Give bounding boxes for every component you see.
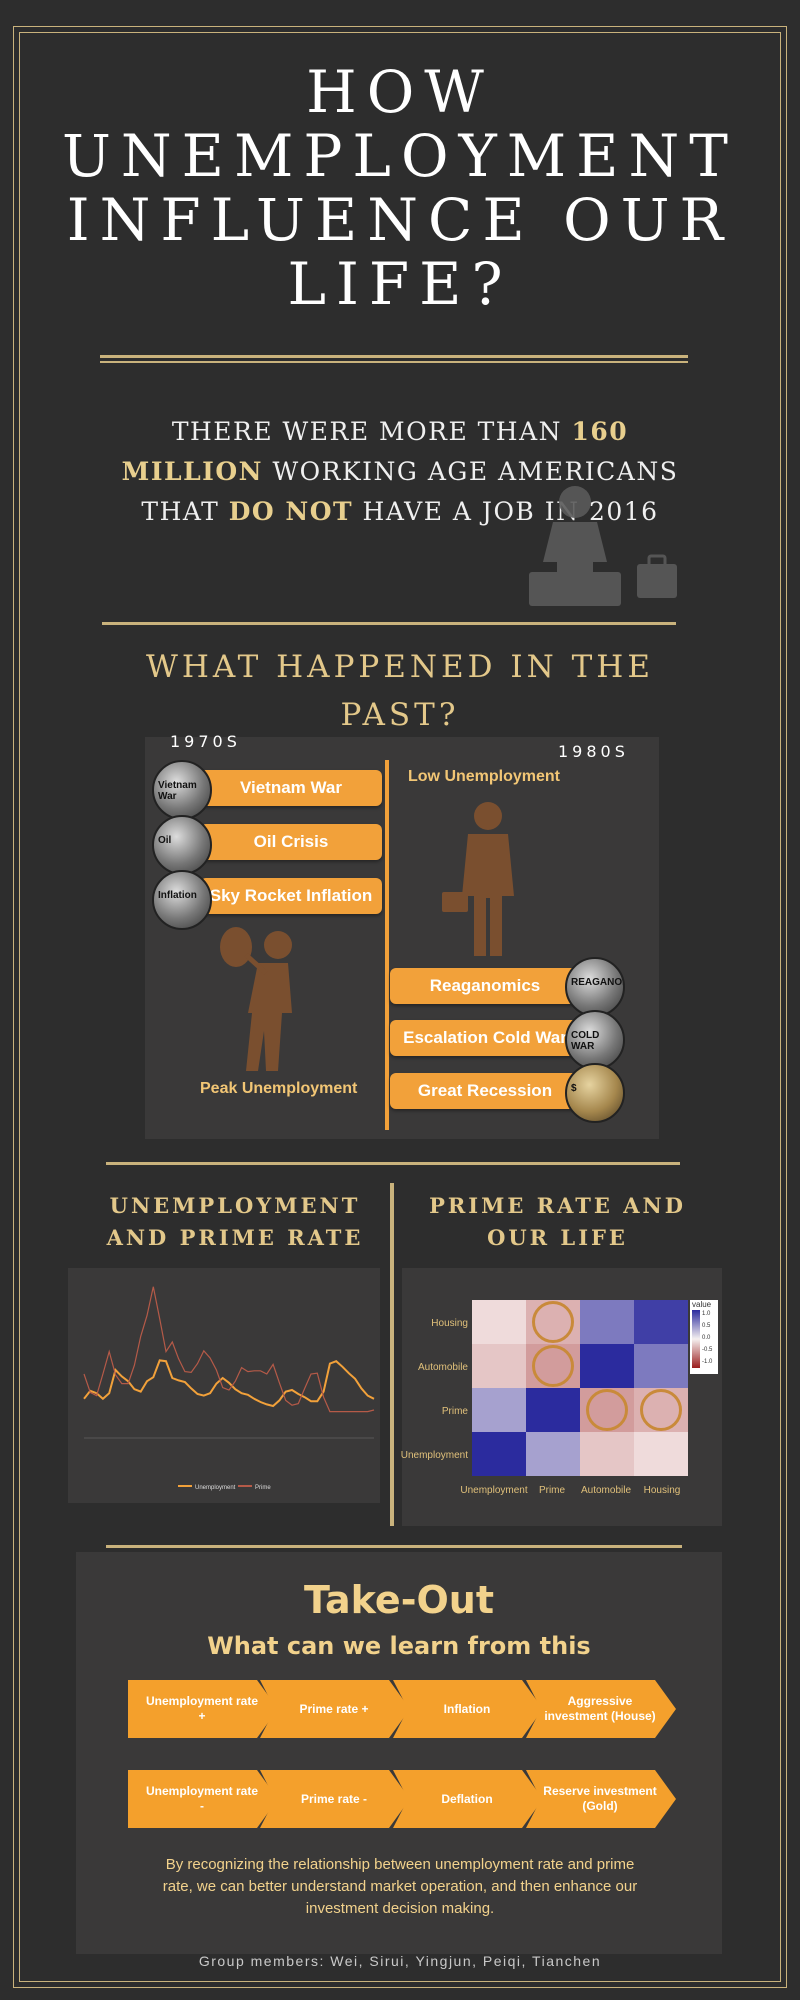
- event-vietnam-war: Vietnam War: [200, 770, 382, 806]
- heatmap-cell: [472, 1388, 526, 1432]
- heatmap-col-label: Housing: [643, 1485, 681, 1496]
- sad-person-icon: [529, 486, 677, 606]
- heatmap-legend: value 1.0 0.5 0.0 -0.5 -1.0: [690, 1300, 718, 1374]
- flow-unemployment-down: Unemployment rate -: [128, 1770, 278, 1828]
- flow-unemployment-up: Unemployment rate +: [128, 1680, 278, 1738]
- event-escalation-cold-war: Escalation Cold War: [390, 1020, 580, 1056]
- takeout-summary: By recognizing the relationship between …: [162, 1856, 638, 1917]
- reaganomics-photo: REAGANOMICS: [565, 957, 625, 1017]
- coin-caption: Inflation: [158, 890, 197, 901]
- intro-highlight-count: 160 MILLION: [121, 417, 629, 486]
- prime-life-heatmap: [472, 1300, 688, 1476]
- highlight-circle: [532, 1345, 574, 1387]
- title-divider: [100, 355, 688, 363]
- event-sky-rocket-inflation: Sky Rocket Inflation: [200, 878, 382, 914]
- group-members-footer: Group members: Wei, Sirui, Yingjun, Peiq…: [198, 1953, 602, 1969]
- heatmap-col-label: Unemployment: [460, 1485, 528, 1496]
- intro-highlight-not: DO NOT: [228, 497, 354, 526]
- event-great-recession: Great Recession: [390, 1073, 580, 1109]
- highlight-circle: [640, 1389, 682, 1431]
- heatmap-cell: [634, 1344, 688, 1388]
- unemp-prime-title: UNEMPLOYMENT AND PRIME RATE: [106, 1193, 364, 1250]
- highlight-circle: [586, 1389, 628, 1431]
- event-oil-crisis: Oil Crisis: [200, 824, 382, 860]
- flow-reserve-investment: Reserve investment (Gold): [526, 1770, 676, 1828]
- legend-tick: 1.0: [702, 1311, 711, 1317]
- heatmap-cell: [472, 1300, 526, 1344]
- flow-aggressive-investment: Aggressive investment (House): [526, 1680, 676, 1738]
- heatmap-cell: [580, 1344, 634, 1388]
- heatmap-cell: [526, 1432, 580, 1476]
- heatmap-cell: [472, 1432, 526, 1476]
- coin-caption: Vietnam War: [158, 780, 197, 802]
- decade-1970s: 1970S: [170, 732, 241, 751]
- heatmap-cell: [580, 1300, 634, 1344]
- flow-prime-down: Prime rate -: [260, 1770, 410, 1828]
- inner-frame: [19, 32, 781, 1982]
- flow-prime-up: Prime rate +: [260, 1680, 410, 1738]
- highlight-circle: [532, 1301, 574, 1343]
- legend-tick: 0.0: [702, 1335, 711, 1341]
- legend-label: Unemployment: [195, 1485, 236, 1491]
- takeout-subtitle: What can we learn from this: [207, 1632, 591, 1660]
- legend-tick: -0.5: [702, 1347, 713, 1353]
- heatmap-row-label: Automobile: [417, 1362, 468, 1373]
- coin-caption: Oil: [158, 835, 172, 846]
- low-unemployment-label: Low Unemployment: [408, 768, 561, 785]
- heatmap-cell: [472, 1344, 526, 1388]
- inflation-photo: Inflation: [152, 870, 212, 930]
- intro-text: THERE WERE MORE THAN: [171, 417, 572, 446]
- heatmap-col-label: Automobile: [580, 1485, 632, 1496]
- heatmap-row-label: Housing: [431, 1318, 468, 1329]
- decade-1980s: 1980S: [558, 742, 629, 761]
- intro-text: WORKING AGE AMERICANS THAT: [141, 457, 679, 526]
- peak-unemployment-label: Peak Unemployment: [200, 1080, 358, 1097]
- legend-tick: -1.0: [702, 1359, 713, 1365]
- heatmap-legend-gradient: [692, 1310, 700, 1368]
- takeout-title: Take-Out: [304, 1578, 494, 1622]
- intro-divider: [102, 622, 676, 625]
- heatmap-cell: [634, 1432, 688, 1476]
- flow-deflation: Deflation: [393, 1770, 543, 1828]
- outer-frame: [13, 26, 787, 1988]
- businessman-icon: [442, 802, 514, 956]
- page-title: HOW UNEMPLOYMENT INFLUENCE OUR LIFE?: [62, 58, 738, 318]
- event-reaganomics: Reaganomics: [390, 968, 580, 1004]
- legend-label: Prime: [255, 1485, 271, 1491]
- intro-statement: THERE WERE MORE THAN 160 MILLION WORKING…: [100, 412, 700, 532]
- oil-crisis-photo: Oil: [152, 815, 212, 875]
- flow-inflation: Inflation: [393, 1680, 543, 1738]
- unemployment-prime-line-chart: Unemployment Prime: [68, 1268, 380, 1503]
- worker-carrying-bag-icon: [220, 927, 292, 1071]
- coin-caption: REAGANOMICS: [571, 977, 623, 988]
- heatmap-col-label: Prime: [538, 1485, 566, 1496]
- heatmap-row-label: Unemployment: [400, 1450, 468, 1461]
- prime-life-title: PRIME RATE AND OUR LIFE: [429, 1193, 686, 1250]
- vietnam-war-photo: Vietnam War: [152, 760, 212, 820]
- heatmap-legend-ticks: 1.0 0.5 0.0 -0.5 -1.0: [702, 1308, 712, 1368]
- charts-divider: [390, 1183, 394, 1526]
- gold-bars-photo: $: [565, 1063, 625, 1123]
- series-unemployment-line: [83, 1359, 375, 1408]
- coin-caption: $: [571, 1083, 577, 1094]
- heatmap-legend-title: value: [692, 1300, 712, 1309]
- past-divider: [106, 1162, 680, 1165]
- cold-war-photo: COLD WAR: [565, 1010, 625, 1070]
- series-prime-line: [83, 1286, 375, 1413]
- heatmap-cell: [580, 1432, 634, 1476]
- coin-caption: COLD WAR: [571, 1030, 600, 1052]
- takeout-panel: [76, 1552, 722, 1954]
- intro-text: HAVE A JOB IN 2016: [353, 497, 659, 526]
- heatmap-row-label: Prime: [441, 1406, 468, 1417]
- charts-bottom-divider: [106, 1545, 682, 1548]
- heatmap-cell: [526, 1388, 580, 1432]
- legend-tick: 0.5: [702, 1323, 711, 1329]
- past-title: WHAT HAPPENED IN THE PAST?: [146, 649, 654, 733]
- heatmap-cell: [634, 1300, 688, 1344]
- timeline-axis: [385, 760, 389, 1130]
